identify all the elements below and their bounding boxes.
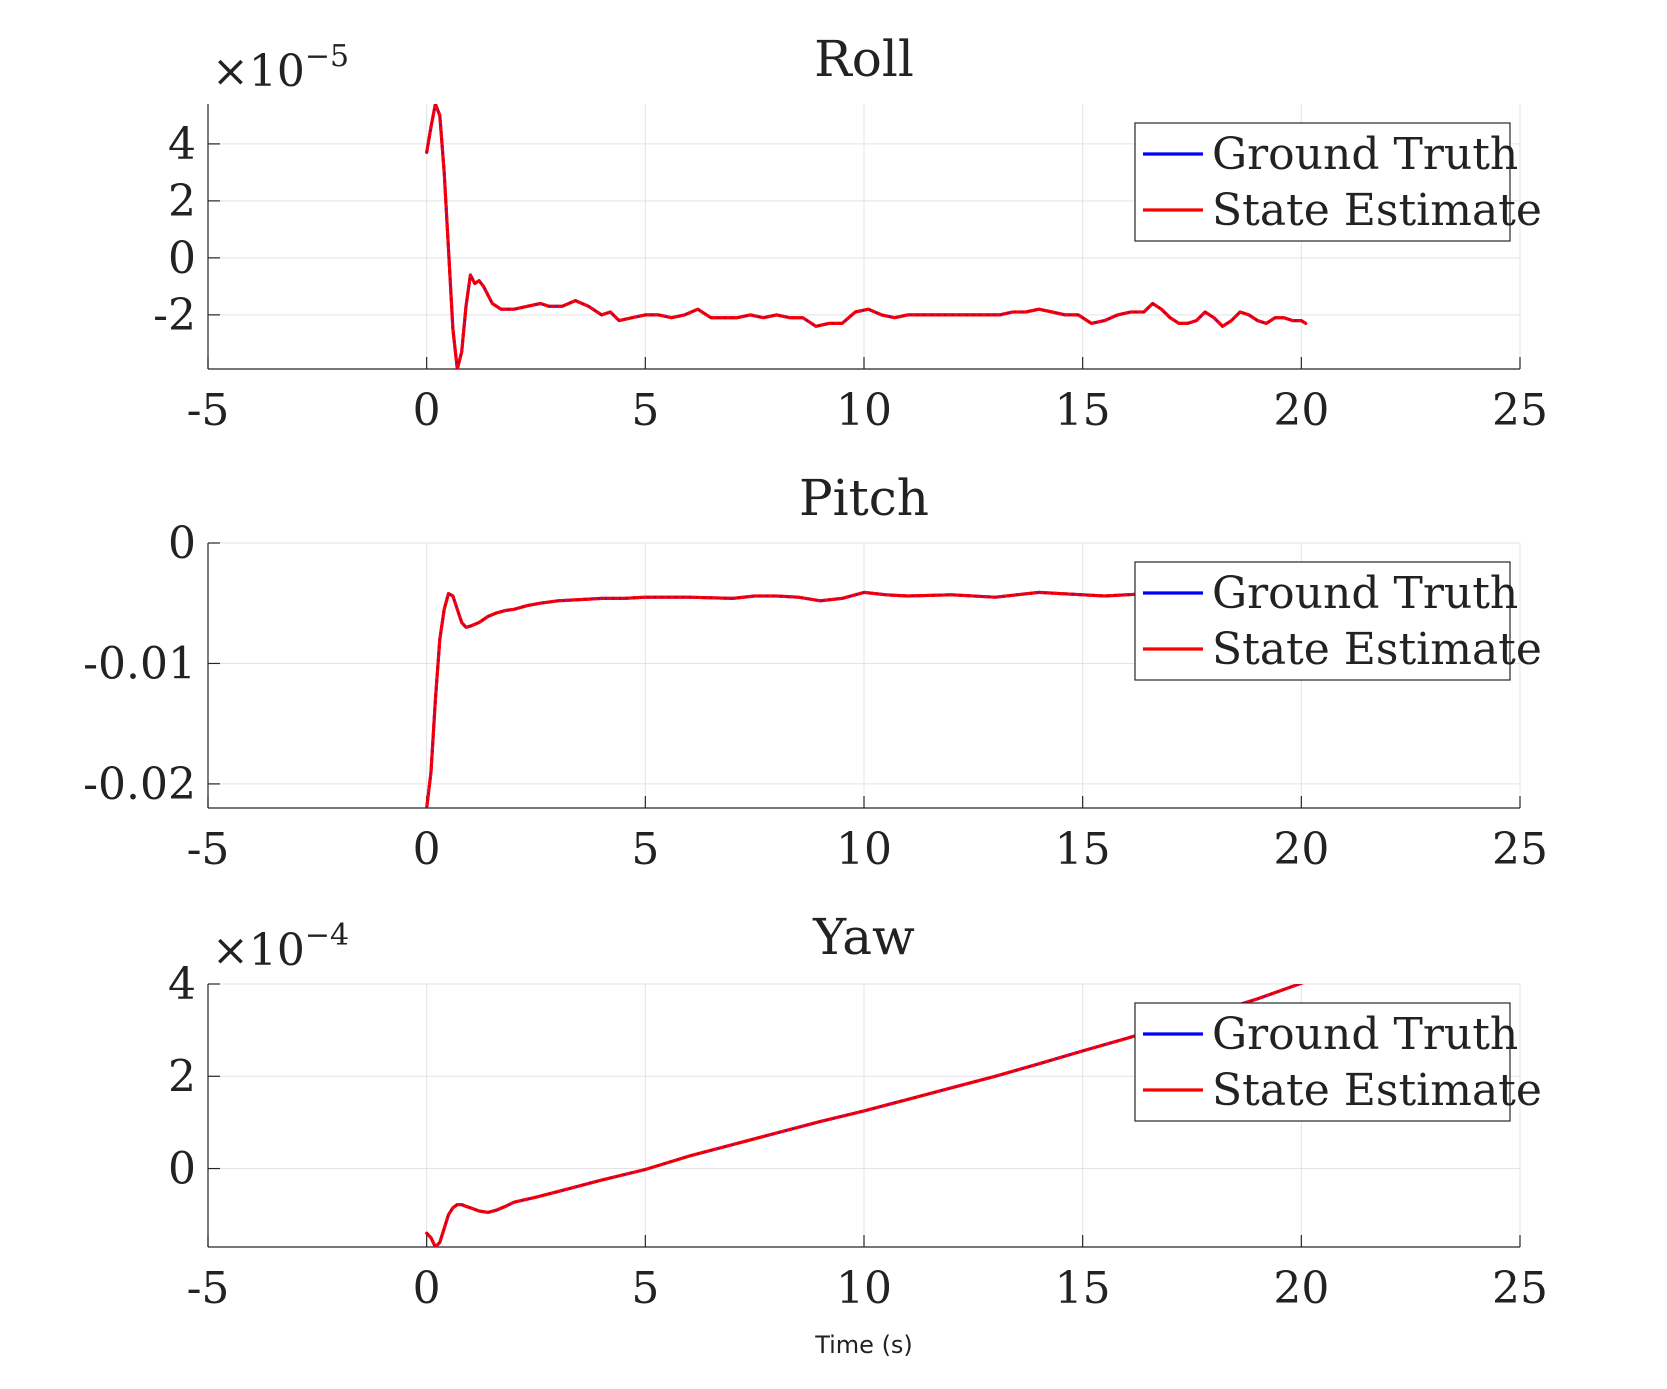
series-line-state-estimate <box>425 104 1308 369</box>
y-tick-label: 0 <box>168 518 196 569</box>
x-tick-label: 25 <box>1492 1263 1548 1314</box>
y-tick-label: 0 <box>168 1144 196 1195</box>
y-tick-label: -2 <box>153 290 196 341</box>
chart-title: Pitch <box>799 469 929 527</box>
chart-title: Yaw <box>812 908 915 966</box>
x-tick-label: 25 <box>1492 824 1548 875</box>
legend-box <box>1134 1002 1511 1122</box>
x-tick-label: 5 <box>631 824 659 875</box>
legend-box <box>1134 122 1511 242</box>
x-tick-label: -5 <box>187 824 230 875</box>
x-tick-label: 10 <box>836 1263 892 1314</box>
y-exponent-label: ×10−5 <box>212 39 349 97</box>
legend-label: Ground Truth <box>1212 568 1518 619</box>
series-group <box>425 590 1150 808</box>
legend-label: Ground Truth <box>1212 129 1518 180</box>
x-tick-label: 0 <box>413 824 441 875</box>
x-tick-label: -5 <box>187 1263 230 1314</box>
series-line-overlay <box>426 591 1149 808</box>
y-tick-label: 4 <box>168 959 196 1010</box>
x-tick-label: 25 <box>1492 385 1548 436</box>
y-tick-label: 2 <box>168 1051 196 1102</box>
y-exponent-label: ×10−4 <box>212 918 349 976</box>
panel-pitch: -5 0 5 10 15 20 25 0 -0.01 -0.02 Pitch Ground Truth… <box>83 469 1548 875</box>
series-line-state-estimate <box>425 590 1150 808</box>
series-group <box>425 104 1308 369</box>
y-tick-label: -0.02 <box>83 759 196 810</box>
x-tick-label: 0 <box>413 1263 441 1314</box>
x-tick-label: 20 <box>1273 385 1329 436</box>
y-tick-label: 0 <box>168 233 196 284</box>
x-tick-label: 20 <box>1273 1263 1329 1314</box>
x-tick-label: 10 <box>836 385 892 436</box>
x-tick-label: 5 <box>631 1263 659 1314</box>
x-tick-label: 15 <box>1055 1263 1111 1314</box>
chart-title: Roll <box>814 30 914 88</box>
legend-label: State Estimate <box>1212 185 1542 236</box>
series-line-ground-truth <box>425 590 1150 808</box>
x-axis-label: Time (s) <box>814 1331 913 1359</box>
x-tick-label: -5 <box>187 385 230 436</box>
legend-label: Ground Truth <box>1212 1009 1518 1060</box>
series-group <box>425 984 1305 1247</box>
y-tick-label: -0.01 <box>83 638 196 689</box>
x-tick-label: 0 <box>413 385 441 436</box>
x-tick-label: 15 <box>1055 824 1111 875</box>
y-tick-label: 2 <box>168 176 196 227</box>
x-tick-label: 10 <box>836 824 892 875</box>
legend-label: State Estimate <box>1212 624 1542 675</box>
legend-label: State Estimate <box>1212 1065 1542 1116</box>
x-tick-label: 15 <box>1055 385 1111 436</box>
series-line-overlay <box>426 984 1302 1247</box>
x-tick-label: 5 <box>631 385 659 436</box>
y-tick-label: 4 <box>168 119 196 170</box>
legend-box <box>1134 561 1511 681</box>
x-tick-label: 20 <box>1273 824 1329 875</box>
